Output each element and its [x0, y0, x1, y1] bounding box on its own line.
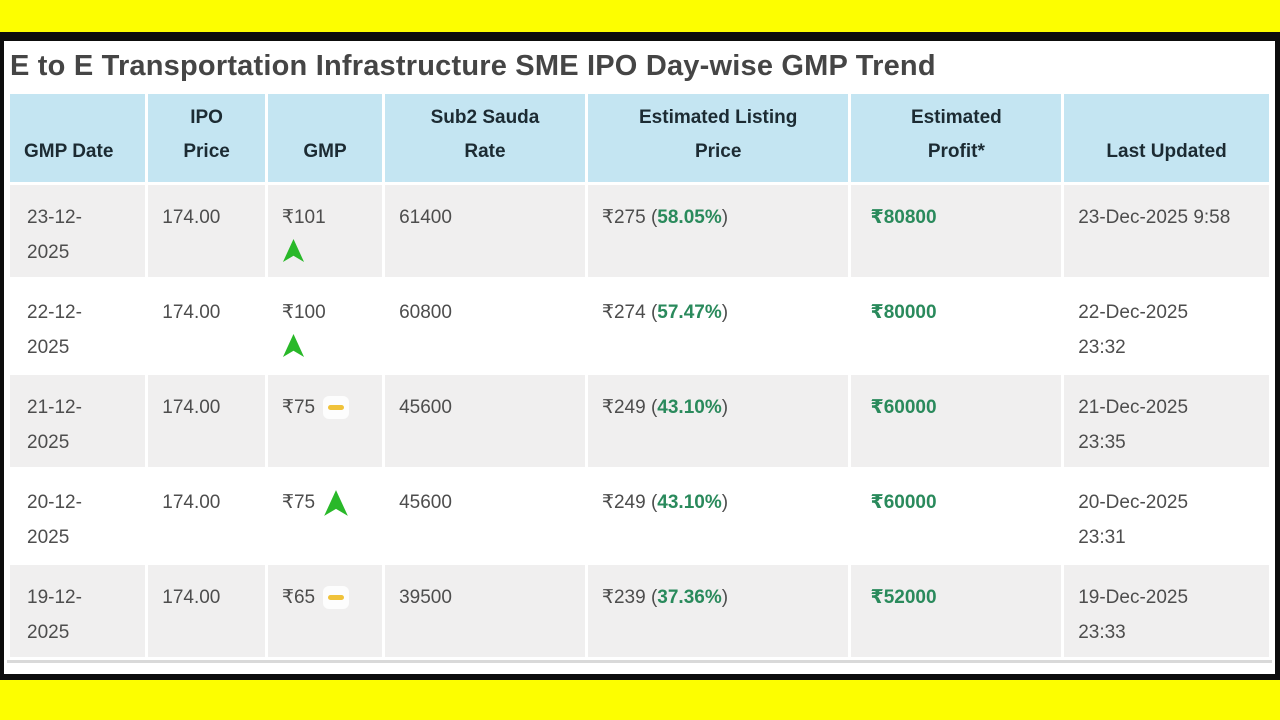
cell-estimated-profit: ₹80800	[851, 185, 1062, 277]
cell-ipo-price: 174.00	[148, 280, 265, 372]
cell-gmp-date: 21-12-2025	[10, 375, 146, 467]
last-updated-value: 22-Dec-2025 23:32	[1078, 302, 1189, 358]
cell-sub2-sauda-rate: 39500	[385, 565, 585, 657]
gmp-value: ₹75	[281, 397, 316, 418]
up-arrow-icon	[282, 333, 305, 358]
gmp-value: ₹75	[281, 492, 316, 513]
column-header-ipo-price: IPO Price	[148, 94, 265, 182]
cell-sub2-sauda-rate: 45600	[385, 375, 585, 467]
up-arrow-icon	[323, 489, 349, 517]
table-header: GMP Date IPO Price GMP Sub2 Sauda Rate E…	[10, 94, 1269, 182]
last-updated-value: 23-Dec-2025 9:58	[1078, 207, 1231, 228]
table-row: 20-12-2025 174.00 ₹75 45600 ₹249 (43.10%…	[10, 470, 1269, 562]
cell-gmp-date: 23-12-2025	[10, 185, 146, 277]
last-updated-value: 19-Dec-2025 23:33	[1078, 587, 1189, 643]
cell-ipo-price: 174.00	[148, 470, 265, 562]
table-row: 21-12-2025 174.00 ₹75 45600 ₹249 (43.10%…	[10, 375, 1269, 467]
listing-close-paren: )	[721, 492, 729, 513]
cell-estimated-listing-price: ₹249 (43.10%)	[587, 470, 849, 562]
column-header-gmp-date: GMP Date	[10, 94, 146, 182]
gmp-value: ₹65	[281, 587, 316, 608]
gmp-date-value: 21-12-2025	[27, 397, 82, 453]
listing-percent: 43.10%	[657, 492, 722, 513]
listing-price: ₹274 (	[601, 302, 658, 323]
cell-gmp: ₹75	[267, 375, 383, 467]
cell-gmp: ₹75	[267, 470, 383, 562]
gmp-value-with-trend: ₹101	[282, 200, 352, 263]
cell-estimated-listing-price: ₹239 (37.36%)	[587, 565, 849, 657]
up-arrow-icon	[282, 238, 305, 263]
listing-percent: 58.05%	[657, 207, 722, 228]
table-row: 22-12-2025 174.00 ₹100 60800 ₹274 (57.47…	[10, 280, 1269, 372]
gmp-value-with-trend: ₹75	[282, 485, 352, 520]
cell-last-updated: 19-Dec-2025 23:33	[1064, 565, 1269, 657]
cell-estimated-listing-price: ₹274 (57.47%)	[587, 280, 849, 372]
cell-ipo-price: 174.00	[148, 185, 265, 277]
listing-price: ₹249 (	[601, 397, 658, 418]
column-header-last-updated: Last Updated	[1064, 94, 1269, 182]
header-row: GMP Date IPO Price GMP Sub2 Sauda Rate E…	[10, 94, 1269, 182]
flat-dash-icon	[323, 586, 350, 609]
listing-percent: 37.36%	[657, 587, 722, 608]
gmp-trend-table: GMP Date IPO Price GMP Sub2 Sauda Rate E…	[7, 91, 1272, 663]
gmp-date-value: 20-12-2025	[27, 492, 82, 548]
gmp-date-value: 23-12-2025	[27, 207, 82, 263]
page-title: E to E Transportation Infrastructure SME…	[10, 50, 936, 82]
gmp-value-with-trend: ₹100	[282, 295, 352, 358]
cell-estimated-listing-price: ₹275 (58.05%)	[587, 185, 849, 277]
listing-price: ₹275 (	[601, 207, 658, 228]
listing-close-paren: )	[721, 302, 729, 323]
gmp-date-value: 19-12-2025	[27, 587, 82, 643]
cell-estimated-listing-price: ₹249 (43.10%)	[587, 375, 849, 467]
table-body: 23-12-2025 174.00 ₹101 61400 ₹275 (58.05…	[10, 185, 1269, 657]
cell-estimated-profit: ₹60000	[851, 375, 1062, 467]
cell-ipo-price: 174.00	[148, 375, 265, 467]
cell-last-updated: 22-Dec-2025 23:32	[1064, 280, 1269, 372]
column-header-estimated-profit: Estimated Profit*	[851, 94, 1062, 182]
cell-gmp-date: 20-12-2025	[10, 470, 146, 562]
cell-gmp: ₹65	[267, 565, 383, 657]
last-updated-value: 20-Dec-2025 23:31	[1078, 492, 1189, 548]
column-header-gmp: GMP	[267, 94, 383, 182]
gmp-value-with-trend: ₹75	[282, 390, 352, 425]
cell-gmp: ₹100	[267, 280, 383, 372]
listing-close-paren: )	[721, 587, 729, 608]
cell-last-updated: 21-Dec-2025 23:35	[1064, 375, 1269, 467]
cell-gmp-date: 22-12-2025	[10, 280, 146, 372]
listing-percent: 57.47%	[657, 302, 722, 323]
column-header-sub2-sauda-rate: Sub2 Sauda Rate	[385, 94, 585, 182]
cell-estimated-profit: ₹80000	[851, 280, 1062, 372]
cell-estimated-profit: ₹60000	[851, 470, 1062, 562]
last-updated-value: 21-Dec-2025 23:35	[1078, 397, 1189, 453]
table-row: 19-12-2025 174.00 ₹65 39500 ₹239 (37.36%…	[10, 565, 1269, 657]
cell-gmp-date: 19-12-2025	[10, 565, 146, 657]
listing-price: ₹249 (	[601, 492, 658, 513]
cell-gmp: ₹101	[267, 185, 383, 277]
cell-sub2-sauda-rate: 60800	[385, 280, 585, 372]
gmp-value: ₹100	[281, 302, 326, 323]
listing-percent: 43.10%	[657, 397, 722, 418]
listing-price: ₹239 (	[601, 587, 658, 608]
gmp-date-value: 22-12-2025	[27, 302, 82, 358]
flat-dash-icon	[323, 396, 350, 419]
listing-close-paren: )	[721, 397, 729, 418]
listing-close-paren: )	[721, 207, 729, 228]
content-panel: E to E Transportation Infrastructure SME…	[0, 32, 1280, 680]
table-row: 23-12-2025 174.00 ₹101 61400 ₹275 (58.05…	[10, 185, 1269, 277]
cell-sub2-sauda-rate: 61400	[385, 185, 585, 277]
column-header-estimated-listing-price: Estimated Listing Price	[587, 94, 849, 182]
cell-ipo-price: 174.00	[148, 565, 265, 657]
cell-last-updated: 20-Dec-2025 23:31	[1064, 470, 1269, 562]
cell-sub2-sauda-rate: 45600	[385, 470, 585, 562]
cell-estimated-profit: ₹52000	[851, 565, 1062, 657]
cell-last-updated: 23-Dec-2025 9:58	[1064, 185, 1269, 277]
gmp-value-with-trend: ₹65	[282, 580, 352, 615]
gmp-value: ₹101	[281, 207, 326, 228]
